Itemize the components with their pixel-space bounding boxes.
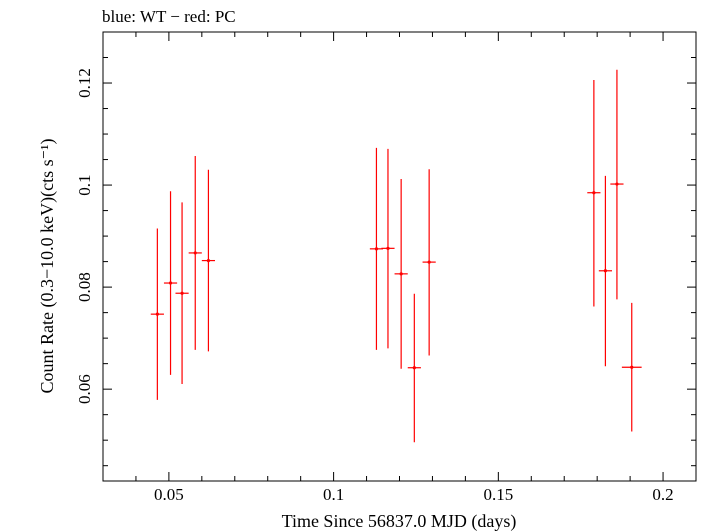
y-axis-label: Count Rate (0.3−10.0 keV)(cts s⁻¹) bbox=[37, 138, 58, 393]
data-marker bbox=[155, 312, 159, 316]
data-marker bbox=[168, 281, 173, 285]
data-point bbox=[610, 69, 624, 300]
chart-title: blue: WT − red: PC bbox=[102, 7, 236, 26]
x-axis: 0.05 0.1 0.15 0.2 bbox=[102, 32, 697, 504]
plot-frame bbox=[102, 31, 697, 482]
y-tick-label: 0.1 bbox=[75, 174, 94, 195]
data-point bbox=[369, 147, 384, 350]
data-point bbox=[598, 175, 612, 367]
data-point bbox=[163, 191, 178, 375]
data-point bbox=[201, 169, 216, 352]
data-marker bbox=[206, 258, 211, 263]
x-tick-label: 0.1 bbox=[323, 485, 344, 504]
data-point bbox=[188, 155, 202, 350]
data-marker bbox=[374, 247, 379, 251]
data-marker bbox=[592, 191, 596, 195]
data-marker bbox=[412, 366, 416, 370]
data-marker bbox=[180, 291, 184, 295]
data-point bbox=[394, 178, 408, 369]
x-tick-label: 0.05 bbox=[154, 485, 184, 504]
data-marker bbox=[630, 365, 634, 369]
data-point bbox=[621, 302, 642, 432]
x-axis-label: Time Since 56837.0 MJD (days) bbox=[282, 511, 517, 532]
data-marker bbox=[603, 269, 608, 273]
x-tick-label: 0.2 bbox=[652, 485, 673, 504]
data-point bbox=[407, 293, 421, 443]
y-tick-label: 0.12 bbox=[75, 68, 94, 98]
data-marker bbox=[386, 246, 390, 250]
x-tick-label: 0.15 bbox=[483, 485, 513, 504]
data-point bbox=[422, 169, 436, 356]
data-marker bbox=[399, 272, 403, 276]
data-point bbox=[150, 228, 164, 400]
data-marker bbox=[193, 251, 197, 255]
data-point bbox=[587, 79, 601, 307]
data-marker bbox=[427, 260, 431, 264]
y-axis: 0.06 0.08 0.1 0.12 bbox=[75, 31, 696, 467]
data-marker bbox=[615, 182, 619, 186]
data-series-pc bbox=[150, 69, 642, 443]
plot-area-border bbox=[102, 31, 697, 482]
y-tick-label: 0.06 bbox=[75, 374, 94, 404]
data-point bbox=[175, 202, 189, 385]
data-point bbox=[381, 148, 395, 349]
y-tick-label: 0.08 bbox=[75, 272, 94, 302]
